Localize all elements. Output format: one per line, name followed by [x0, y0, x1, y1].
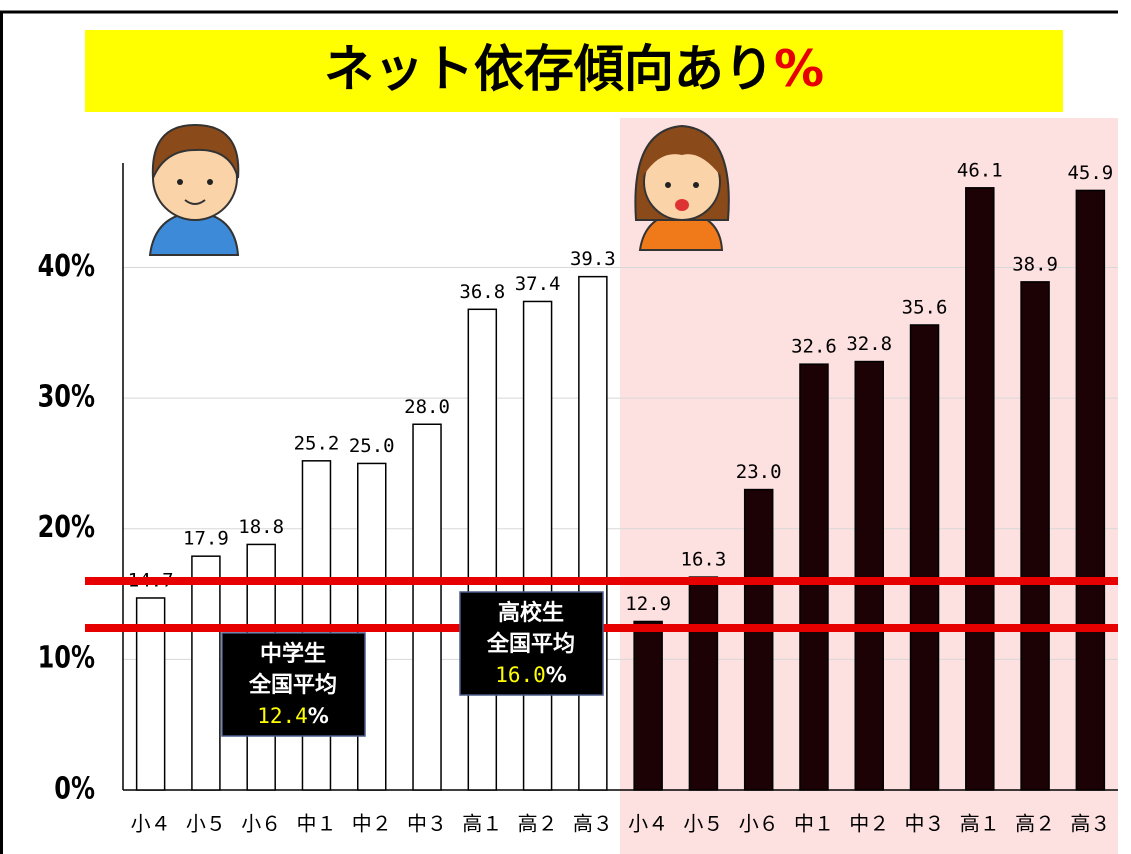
value-label: 16.3 [681, 549, 727, 571]
x-tick-label: 高３ [573, 812, 613, 836]
x-tick-label: 小６ [739, 812, 779, 836]
bar [745, 490, 773, 790]
value-label: 45.9 [1067, 162, 1113, 184]
x-tick-label: 小４ [131, 812, 171, 836]
x-tick-label: 高１ [462, 812, 502, 836]
value-label: 12.9 [625, 593, 671, 615]
bar [689, 577, 717, 790]
x-tick-label: 高２ [518, 812, 558, 836]
annotation-value-unit: % [308, 704, 329, 728]
value-label: 39.3 [570, 248, 616, 270]
annotation-label: 全国平均 [248, 672, 337, 698]
y-tick-label: 0% [54, 772, 95, 806]
annotation-label: 中学生 [260, 641, 326, 667]
x-tick-label: 高２ [1015, 812, 1055, 836]
y-tick-label: 10% [38, 641, 95, 675]
bar [579, 277, 607, 790]
x-tick-label: 高１ [960, 812, 1000, 836]
value-label: 18.8 [238, 516, 284, 538]
x-tick-label: 小５ [683, 812, 723, 836]
bar [413, 424, 441, 790]
annotation-value-number: 16.0 [495, 663, 546, 687]
bar [634, 621, 662, 790]
x-tick-label: 中２ [352, 812, 392, 836]
bar [468, 309, 496, 790]
annotation-label: 全国平均 [486, 631, 575, 657]
value-label: 38.9 [1012, 253, 1058, 275]
value-label: 25.2 [294, 432, 340, 454]
x-tick-label: 中３ [905, 812, 945, 836]
value-label: 32.6 [791, 336, 837, 358]
x-tick-label: 中３ [407, 812, 447, 836]
annotation-value: 16.0% [495, 663, 567, 687]
x-tick-label: 中１ [794, 812, 834, 836]
bar [192, 556, 220, 790]
value-label: 25.0 [349, 435, 395, 457]
chart: ネット依存傾向あり% 0%10%20%30%40%小４14.7小５17.9小６1… [0, 0, 1131, 854]
annotation-value-number: 12.4 [257, 704, 308, 728]
value-label: 32.8 [846, 333, 892, 355]
bar [1021, 282, 1049, 790]
bar [855, 362, 883, 790]
boy-icon [150, 125, 238, 255]
x-tick-label: 小４ [628, 812, 668, 836]
value-label: 28.0 [404, 396, 450, 418]
x-tick-label: 中１ [296, 812, 336, 836]
y-tick-label: 40% [38, 249, 95, 283]
value-label: 17.9 [183, 528, 229, 550]
bar [524, 301, 552, 790]
bar [1076, 190, 1104, 790]
y-tick-label: 30% [38, 380, 95, 414]
value-label: 37.4 [515, 273, 561, 295]
value-label: 46.1 [957, 159, 1003, 181]
bar [911, 325, 939, 790]
title-text: ネット依存傾向あり [324, 40, 774, 98]
bar [966, 188, 994, 790]
y-tick-label: 20% [38, 511, 95, 545]
x-tick-label: 中２ [849, 812, 889, 836]
value-label: 35.6 [902, 296, 948, 318]
title-unit: % [774, 40, 824, 98]
x-tick-label: 小５ [186, 812, 226, 836]
chart-title: ネット依存傾向あり% [324, 40, 824, 98]
x-tick-label: 小６ [241, 812, 281, 836]
annotation-value-unit: % [546, 663, 567, 687]
annotation-value: 12.4% [257, 704, 329, 728]
value-label: 36.8 [459, 281, 505, 303]
value-label: 23.0 [736, 461, 782, 483]
girl-icon [635, 126, 728, 250]
annotation-label: 高校生 [498, 600, 564, 626]
x-tick-label: 高３ [1070, 812, 1110, 836]
